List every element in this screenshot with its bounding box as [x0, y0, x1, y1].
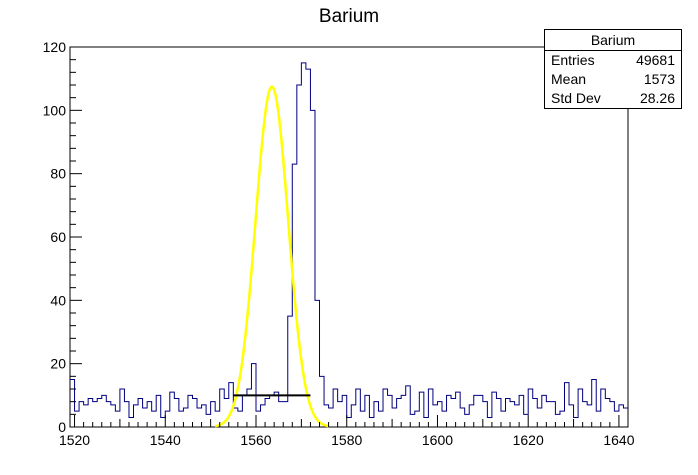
x-tick-label: 1600 — [422, 432, 453, 448]
gaussian-fit-curve — [214, 85, 329, 428]
y-tick-label: 80 — [50, 166, 66, 182]
stats-label: Std Dev — [551, 90, 601, 106]
x-tick-label: 1520 — [59, 432, 90, 448]
x-tick-label: 1580 — [331, 432, 362, 448]
y-tick-label: 60 — [50, 229, 66, 245]
stats-box: Barium Entries 49681 Mean 1573 Std Dev 2… — [544, 29, 682, 109]
x-tick-label: 1540 — [150, 432, 181, 448]
x-tick-label: 1620 — [513, 432, 544, 448]
stats-row-mean: Mean 1573 — [545, 70, 681, 89]
stats-value: 49681 — [636, 52, 675, 68]
y-tick-label: 100 — [43, 102, 67, 118]
stats-label: Entries — [551, 52, 595, 68]
chart-title: Barium — [318, 6, 380, 27]
histogram-line — [70, 62, 628, 418]
stats-value: 28.26 — [639, 90, 675, 106]
y-tick-label: 120 — [43, 39, 67, 55]
stats-label: Mean — [551, 71, 587, 87]
stats-title: Barium — [545, 30, 681, 51]
y-tick-label: 40 — [50, 292, 66, 308]
x-tick-label: 1560 — [240, 432, 271, 448]
y-tick-label: 20 — [50, 356, 66, 372]
y-tick-label: 0 — [58, 419, 66, 435]
x-tick-label: 1640 — [603, 432, 634, 448]
stats-row-entries: Entries 49681 — [545, 51, 681, 70]
stats-value: 1573 — [643, 71, 675, 87]
stats-row-stddev: Std Dev 28.26 — [545, 89, 681, 108]
